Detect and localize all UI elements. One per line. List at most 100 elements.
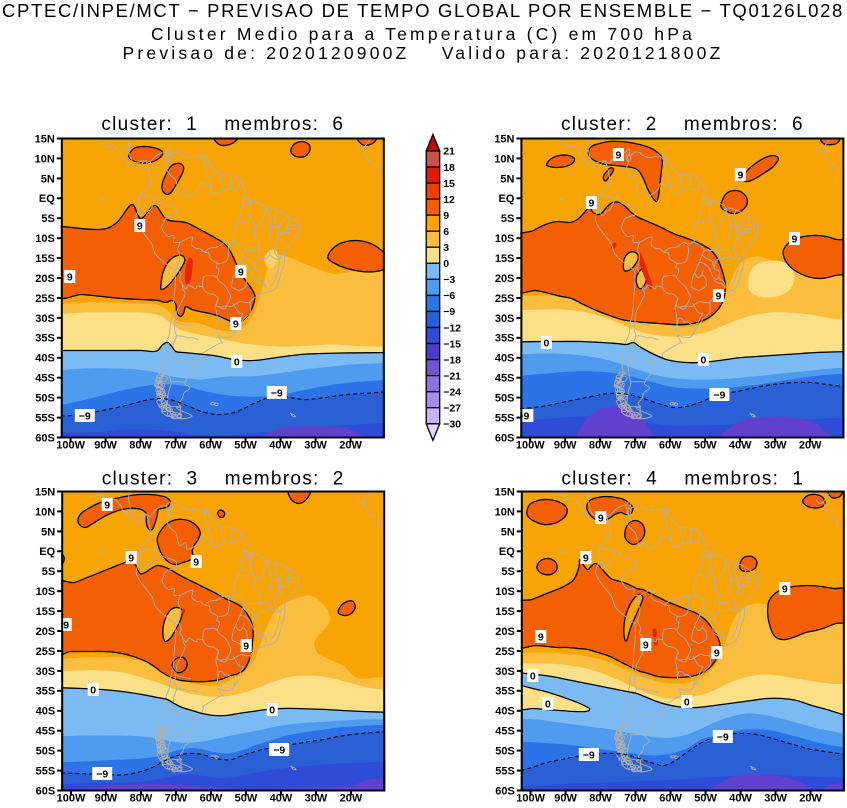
svg-text:−27: −27 (443, 403, 461, 415)
svg-text:−9: −9 (96, 768, 108, 780)
svg-text:0: 0 (90, 684, 96, 696)
svg-text:20W: 20W (799, 793, 822, 803)
svg-text:−21: −21 (443, 370, 461, 382)
svg-text:30W: 30W (305, 793, 328, 803)
svg-text:9: 9 (715, 290, 721, 302)
svg-text:80W: 80W (589, 793, 612, 803)
svg-text:50S: 50S (36, 746, 56, 758)
svg-text:cluster: 1 membros: 6: cluster: 1 membros: 6 (101, 114, 344, 135)
svg-text:0: 0 (700, 354, 706, 366)
svg-text:30W: 30W (764, 440, 787, 452)
svg-text:50W: 50W (694, 440, 717, 452)
svg-text:CPTEC/INPE/MCT − PREVISAO DE T: CPTEC/INPE/MCT − PREVISAO DE TEMPO GLOBA… (2, 0, 844, 21)
svg-text:80W: 80W (129, 440, 152, 452)
svg-text:EQ: EQ (39, 193, 55, 205)
svg-text:55S: 55S (36, 766, 56, 778)
svg-text:6: 6 (443, 226, 449, 238)
svg-text:0: 0 (269, 704, 275, 716)
svg-text:40S: 40S (36, 706, 56, 718)
svg-text:45S: 45S (495, 373, 515, 385)
svg-text:−9: −9 (443, 306, 455, 318)
svg-text:9: 9 (598, 512, 604, 524)
svg-text:30S: 30S (495, 666, 515, 678)
svg-text:20S: 20S (36, 626, 56, 638)
svg-text:40S: 40S (35, 353, 55, 365)
svg-text:−24: −24 (443, 387, 461, 399)
svg-text:40W: 40W (729, 440, 752, 452)
svg-text:60S: 60S (495, 432, 515, 444)
svg-text:25S: 25S (495, 293, 515, 305)
svg-text:55S: 55S (495, 766, 515, 778)
svg-text:100W: 100W (56, 440, 85, 452)
svg-text:45S: 45S (35, 373, 55, 385)
svg-text:9: 9 (583, 552, 589, 564)
svg-text:10N: 10N (35, 506, 55, 518)
svg-text:9: 9 (791, 233, 797, 245)
svg-text:−9: −9 (273, 744, 285, 756)
svg-text:9: 9 (243, 640, 249, 652)
svg-text:15N: 15N (495, 486, 515, 498)
svg-text:9: 9 (63, 619, 69, 631)
svg-text:15S: 15S (36, 606, 56, 618)
svg-text:21: 21 (443, 146, 455, 158)
svg-text:5N: 5N (41, 173, 55, 185)
svg-text:−9: −9 (717, 731, 729, 743)
svg-text:0: 0 (543, 337, 549, 349)
svg-text:10S: 10S (36, 586, 56, 598)
svg-text:5N: 5N (500, 173, 514, 185)
svg-text:−3: −3 (443, 274, 455, 286)
svg-text:50S: 50S (35, 393, 55, 405)
svg-text:20W: 20W (340, 793, 363, 803)
svg-text:9: 9 (588, 197, 594, 209)
svg-text:5S: 5S (42, 566, 55, 578)
svg-text:90W: 90W (554, 793, 577, 803)
svg-text:100W: 100W (57, 793, 86, 803)
svg-text:18: 18 (443, 162, 455, 174)
svg-text:5S: 5S (41, 213, 54, 225)
svg-text:20S: 20S (35, 273, 55, 285)
svg-text:100W: 100W (516, 440, 545, 452)
svg-text:70W: 70W (164, 440, 187, 452)
svg-text:30W: 30W (764, 793, 787, 803)
svg-text:−9: −9 (713, 389, 725, 401)
svg-text:9: 9 (233, 318, 239, 330)
svg-text:5N: 5N (501, 526, 515, 538)
svg-text:−15: −15 (443, 338, 461, 350)
svg-text:55S: 55S (495, 413, 515, 425)
svg-text:90W: 90W (94, 440, 117, 452)
svg-text:40W: 40W (269, 440, 292, 452)
svg-text:9: 9 (737, 169, 743, 181)
svg-text:−9: −9 (583, 749, 595, 761)
svg-text:30S: 30S (35, 313, 55, 325)
svg-text:30S: 30S (495, 313, 515, 325)
svg-text:Previsao de: 2020120900Z Va: Previsao de: 2020120900Z Valido para: 20… (123, 43, 724, 63)
svg-text:−30: −30 (443, 419, 461, 431)
svg-text:80W: 80W (589, 440, 612, 452)
svg-text:cluster: 3 membros: 2: cluster: 3 membros: 2 (102, 469, 345, 490)
svg-text:60S: 60S (35, 432, 55, 444)
svg-text:20W: 20W (339, 440, 362, 452)
svg-text:40W: 40W (270, 793, 293, 803)
svg-text:5N: 5N (41, 526, 55, 538)
svg-text:3: 3 (443, 242, 449, 254)
svg-text:30S: 30S (36, 666, 56, 678)
svg-text:0: 0 (684, 696, 690, 708)
svg-text:9: 9 (782, 583, 788, 595)
svg-text:80W: 80W (130, 793, 153, 803)
svg-text:5S: 5S (501, 213, 514, 225)
svg-text:9: 9 (238, 266, 244, 278)
svg-text:55S: 55S (35, 413, 55, 425)
svg-text:10S: 10S (35, 233, 55, 245)
svg-text:cluster: 2 membros: 6: cluster: 2 membros: 6 (561, 114, 804, 135)
svg-text:60W: 60W (659, 440, 682, 452)
svg-text:40S: 40S (495, 706, 515, 718)
svg-text:50W: 50W (234, 440, 257, 452)
svg-text:40S: 40S (495, 353, 515, 365)
svg-text:25S: 25S (36, 646, 56, 658)
svg-text:−12: −12 (443, 322, 461, 334)
svg-text:60W: 60W (659, 793, 682, 803)
svg-text:50S: 50S (495, 746, 515, 758)
svg-text:90W: 90W (554, 440, 577, 452)
svg-text:9: 9 (443, 210, 449, 222)
svg-text:12: 12 (443, 194, 455, 206)
